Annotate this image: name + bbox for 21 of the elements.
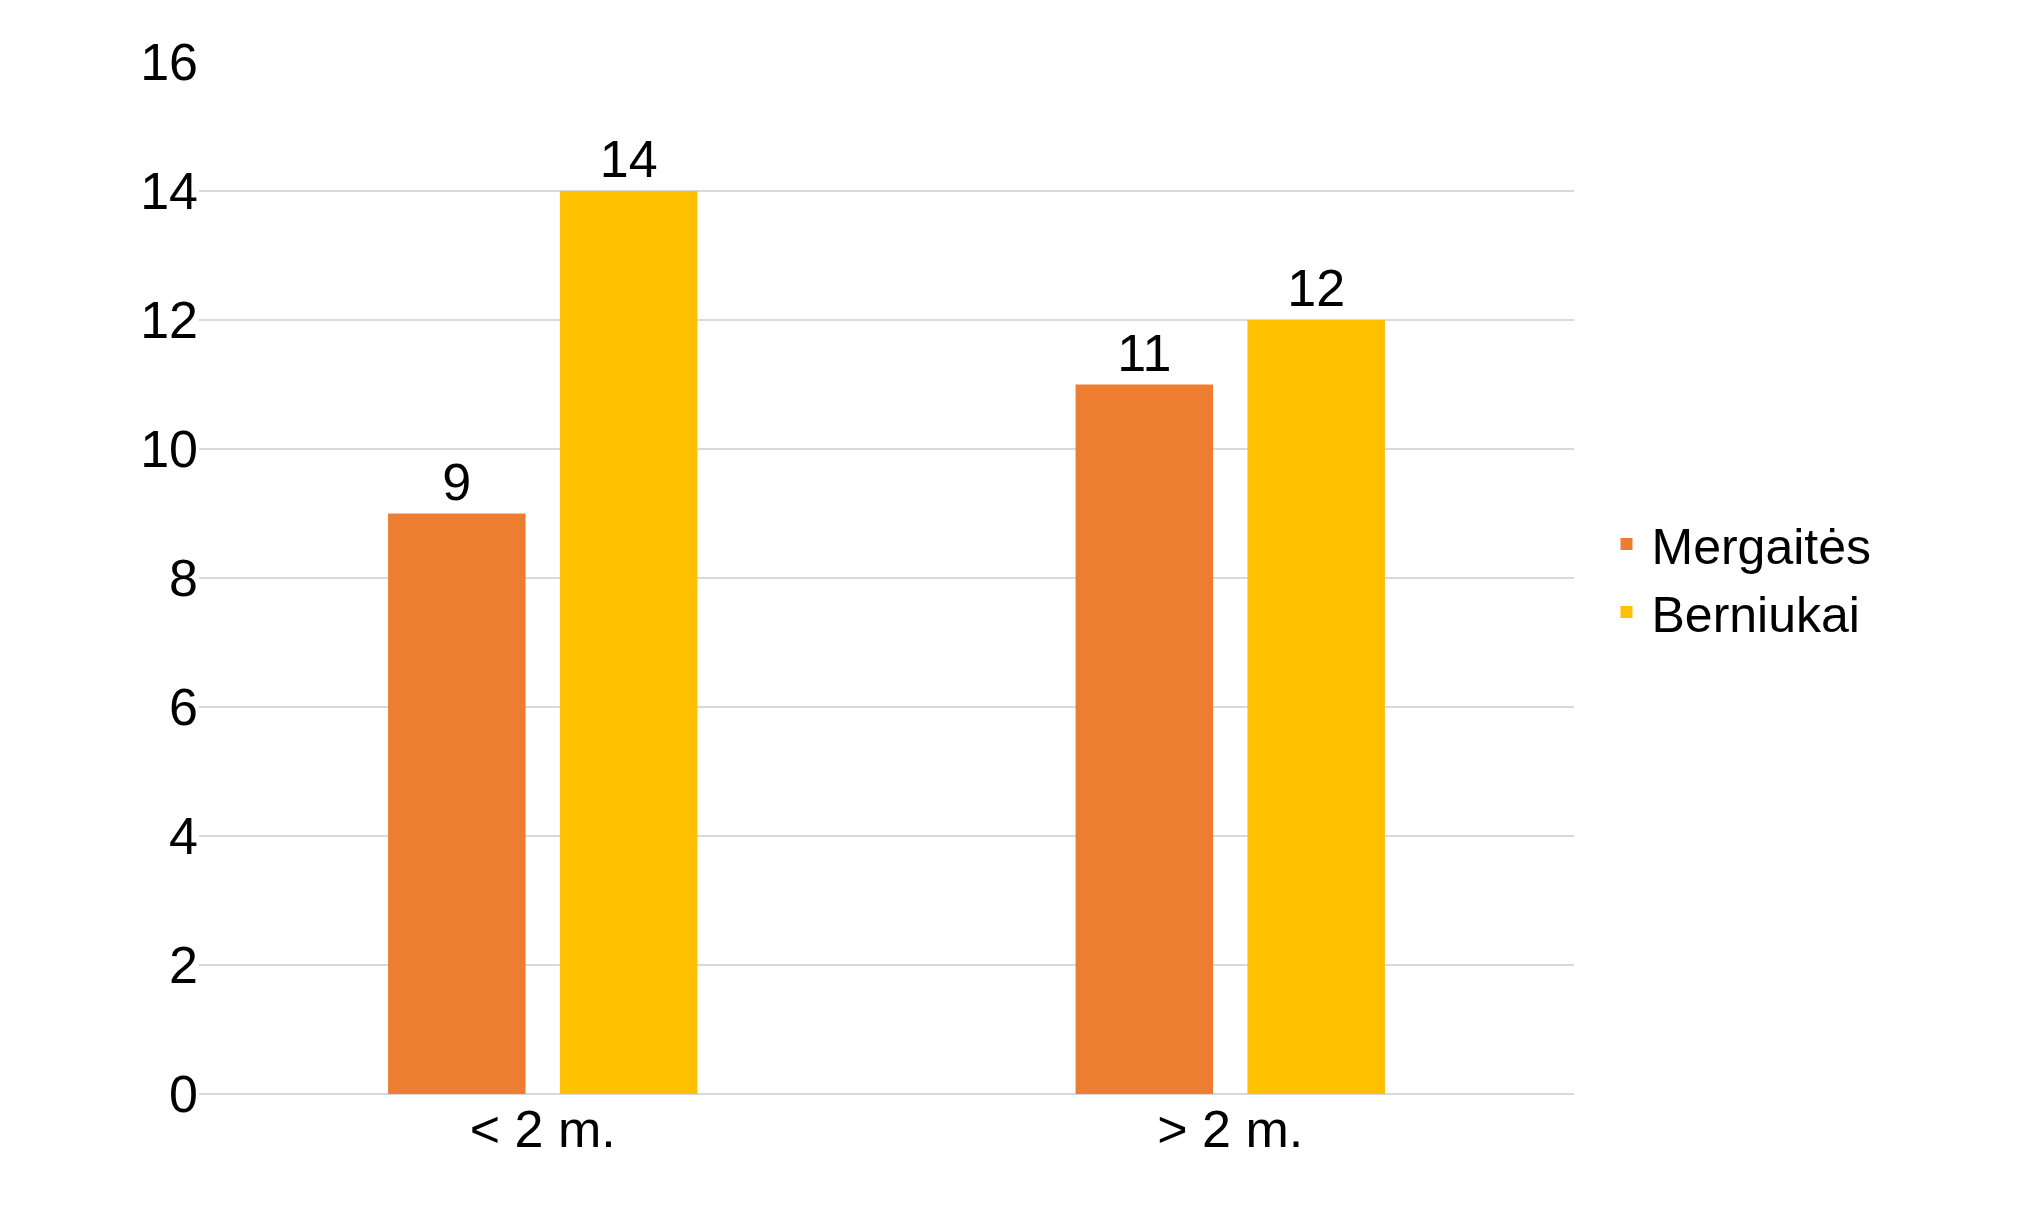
x-tick-label: > 2 m. [1157,1100,1304,1158]
bar [1247,320,1385,1094]
y-tick-label: 2 [169,936,198,995]
legend-label: Berniukai [1651,586,1860,643]
data-label: 14 [599,130,658,188]
x-tick-label: < 2 m. [469,1100,616,1158]
data-label: 9 [442,452,472,511]
bar [1075,384,1214,1094]
y-tick-label: 10 [140,420,198,479]
data-label: 11 [1117,323,1172,382]
y-tick-label: 14 [140,162,198,221]
y-tick-label: 16 [140,33,198,92]
y-tick-label: 0 [169,1065,198,1124]
y-tick-label: 8 [169,549,198,608]
bar [388,513,526,1094]
legend-label: Mergaitės [1651,518,1872,575]
bar [559,191,698,1094]
data-label: 12 [1287,259,1346,317]
y-tick-label: 6 [169,678,198,737]
y-tick-label: 4 [169,807,198,866]
y-tick-label: 12 [140,291,198,350]
